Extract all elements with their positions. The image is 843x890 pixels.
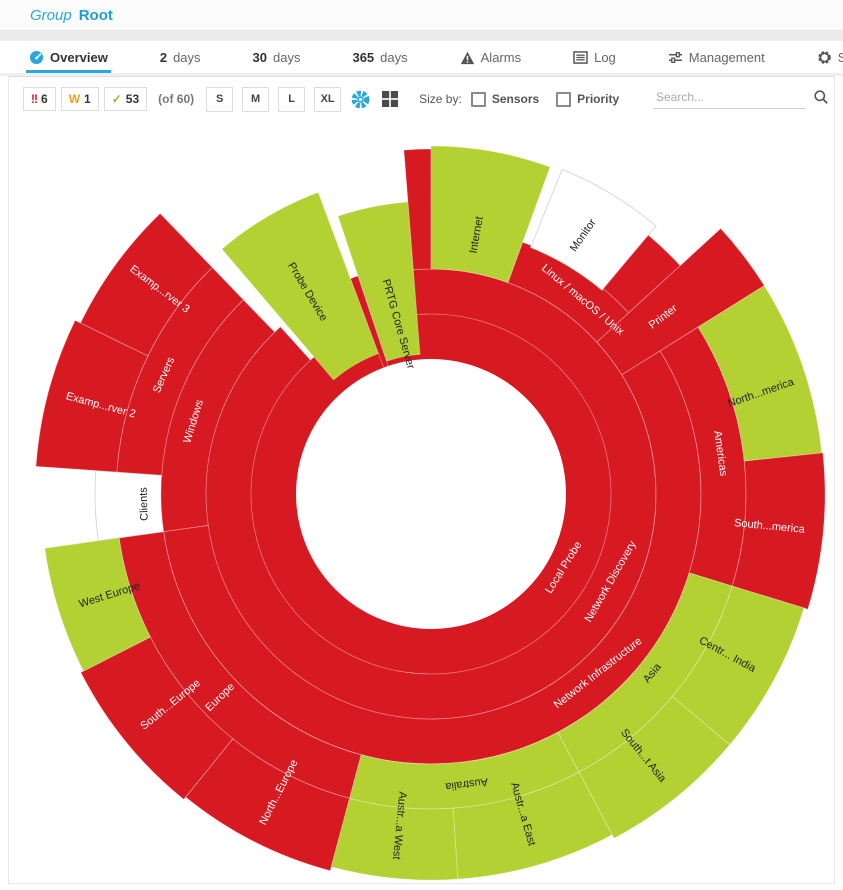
breadcrumb-group-label: Group xyxy=(30,6,72,24)
alarm-count-pill-value: 6 xyxy=(41,92,48,106)
gauge-icon xyxy=(29,50,44,65)
sunburst-segment-clients[interactable] xyxy=(94,470,165,542)
sunburst-segment-servers[interactable] xyxy=(116,266,244,476)
sunburst-segment-examp-rver-2[interactable] xyxy=(35,319,149,473)
checkbox-label: Priority xyxy=(577,92,620,106)
tab-label: Management xyxy=(688,50,765,65)
tab-bar: Overview 2 days 30 days 365 days Alarms Log Manag… xyxy=(0,41,843,76)
tab-label: days xyxy=(173,50,201,65)
sunburst-segment-probe-device[interactable] xyxy=(221,191,380,381)
gear-icon xyxy=(817,50,832,65)
priority-checkbox[interactable] xyxy=(556,91,572,107)
tab-label: days xyxy=(273,50,301,65)
tab-overview[interactable]: Overview xyxy=(26,50,111,73)
ok-count-pill[interactable]: ✓ 53 xyxy=(103,87,148,111)
tab-label: Overview xyxy=(50,50,108,65)
tab-label: Log xyxy=(594,50,616,65)
size-button-m[interactable]: M xyxy=(242,86,270,112)
size-by-priority-option[interactable]: Priority xyxy=(556,91,620,107)
sunburst-segment-printer[interactable] xyxy=(596,227,765,376)
tab-number: 30 xyxy=(252,50,267,65)
sunburst-segment-local-probe[interactable] xyxy=(251,314,611,674)
tab-label: Alarms xyxy=(480,50,522,65)
alarm-count-pill-icon: !! xyxy=(31,92,38,106)
tab-label: days xyxy=(380,50,408,65)
size-button-group: S M L XL xyxy=(206,86,350,112)
sunburst-segment-austr-a-east[interactable] xyxy=(452,771,613,880)
sunburst-segment-examp-rver-3[interactable] xyxy=(79,212,213,357)
search-input[interactable] xyxy=(654,89,813,105)
segment-label: Clients xyxy=(138,486,151,521)
header-divider-strip xyxy=(0,30,843,41)
tab-30-days[interactable]: 30 days xyxy=(250,50,304,73)
sunburst-segment-south-t-asia[interactable] xyxy=(578,695,731,839)
size-by-options: Sensors Priority xyxy=(470,91,636,107)
search-icon[interactable] xyxy=(813,89,829,105)
tab-log[interactable]: Log xyxy=(570,50,619,73)
warning-count-pill-icon: W xyxy=(68,92,81,106)
size-by-label: Size by: xyxy=(419,92,462,106)
sunburst-segment-north-merica[interactable] xyxy=(697,285,823,462)
ok-count-pill-value: 53 xyxy=(125,92,140,106)
size-button-xl[interactable]: XL xyxy=(314,86,342,112)
sunburst-segment[interactable] xyxy=(602,234,681,314)
sunburst-view-icon[interactable] xyxy=(350,89,371,110)
status-filter-group: !! 6 W 1 ✓ 53 xyxy=(23,87,152,111)
tab-number: 2 xyxy=(159,50,168,65)
sunburst-segment-internet[interactable] xyxy=(430,145,551,284)
chart-toolbar: !! 6 W 1 ✓ 53 (of 60) S M L XL Size by: Sensors P… xyxy=(9,77,834,113)
page-header: Group Root xyxy=(0,0,843,30)
size-by-sensors-option[interactable]: Sensors xyxy=(470,91,540,107)
sensors-checkbox[interactable] xyxy=(470,91,486,107)
tab-label: Settings xyxy=(837,50,843,65)
tab-2-days[interactable]: 2 days xyxy=(157,50,204,73)
alarm-icon xyxy=(460,51,475,65)
tab-number: 365 xyxy=(352,50,375,65)
page-title: Root xyxy=(78,6,113,24)
sunburst-segment-network-infrastructure[interactable] xyxy=(163,350,702,765)
sunburst-segment[interactable] xyxy=(349,275,389,369)
search-box xyxy=(654,89,828,109)
segment-label: Australia xyxy=(444,775,489,792)
ok-count-pill-icon: ✓ xyxy=(111,92,122,106)
tab-365-days[interactable]: 365 days xyxy=(349,50,410,73)
sunburst-segment-north-europe[interactable] xyxy=(185,738,350,872)
alarm-count-pill[interactable]: !! 6 xyxy=(23,87,56,111)
log-icon xyxy=(573,51,588,64)
management-icon xyxy=(668,51,683,64)
tab-alarms[interactable]: Alarms xyxy=(457,50,524,73)
view-toggle-group xyxy=(350,89,409,110)
warning-count-pill-value: 1 xyxy=(84,92,91,106)
size-button-l[interactable]: L xyxy=(278,86,306,112)
content-panel: !! 6 W 1 ✓ 53 (of 60) S M L XL Size by: Sensors P… xyxy=(8,76,835,884)
tab-management[interactable]: Management xyxy=(665,50,768,73)
sensor-total-label: (of 60) xyxy=(158,92,195,106)
tab-settings[interactable]: Settings xyxy=(814,50,843,73)
tiles-view-icon[interactable] xyxy=(381,90,399,108)
size-button-s[interactable]: S xyxy=(206,86,234,112)
sunburst-segment-centr-india[interactable] xyxy=(671,585,805,746)
sunburst-segment-network-discovery[interactable] xyxy=(205,268,657,720)
checkbox-label: Sensors xyxy=(491,92,540,106)
sunburst-segment-monitor[interactable] xyxy=(530,168,657,291)
